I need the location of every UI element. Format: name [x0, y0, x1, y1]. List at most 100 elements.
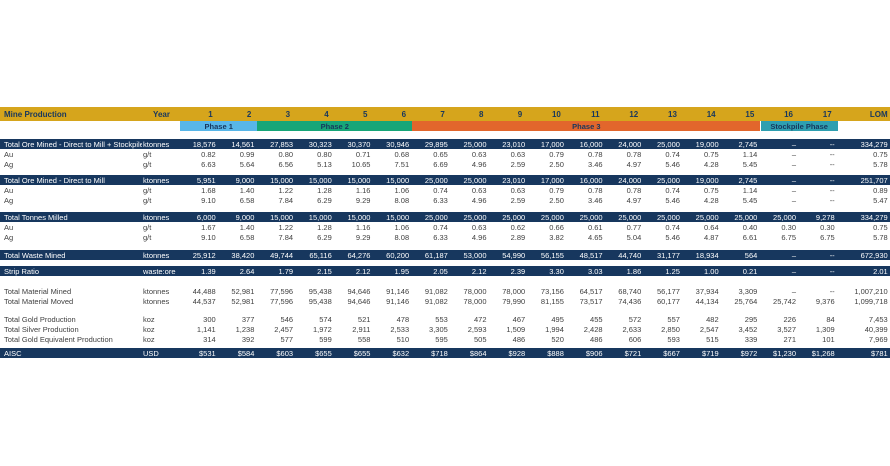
cell-value[interactable]: 1.95 [394, 266, 410, 276]
cell-value[interactable]: 25,000 [540, 212, 564, 222]
cell-value[interactable]: – [791, 159, 796, 169]
cell-value[interactable]: -- [829, 149, 835, 159]
cell-value[interactable]: 5,951 [196, 175, 216, 185]
cell-value[interactable]: 577 [280, 334, 294, 344]
cell-value[interactable]: 25,000 [618, 212, 642, 222]
cell-value[interactable]: $972 [740, 348, 758, 358]
cell-value[interactable]: – [791, 185, 796, 195]
row-unit[interactable]: ktonnes [143, 296, 170, 306]
cell-value[interactable]: 0.66 [549, 222, 564, 232]
cell-value[interactable]: 54,990 [502, 250, 526, 260]
cell-lom-value[interactable]: 0.75 [873, 222, 888, 232]
cell-value[interactable]: 1.22 [278, 222, 294, 232]
row-unit[interactable]: koz [143, 324, 155, 334]
cell-value[interactable]: 3,452 [738, 324, 758, 334]
cell-value[interactable]: 1.28 [317, 185, 332, 195]
cell-value[interactable]: 9.29 [355, 195, 371, 205]
cell-value[interactable]: 10.65 [351, 159, 371, 169]
cell-lom-value[interactable]: 672,930 [860, 250, 888, 260]
cell-value[interactable]: 8.08 [394, 232, 410, 242]
cell-value[interactable]: 16,000 [579, 139, 603, 149]
cell-value[interactable]: 25,000 [463, 212, 487, 222]
cell-value[interactable]: 4.96 [471, 195, 487, 205]
cell-value[interactable]: 1.00 [704, 266, 719, 276]
cell-value[interactable]: 17,000 [540, 175, 564, 185]
cell-value[interactable]: $719 [701, 348, 719, 358]
cell-value[interactable]: 1.06 [394, 185, 410, 195]
cell-value[interactable]: 2,457 [274, 324, 294, 334]
cell-value[interactable]: 94,646 [347, 286, 371, 296]
row-unit[interactable]: g/t [143, 159, 152, 169]
cell-value[interactable]: 77,596 [270, 296, 294, 306]
cell-value[interactable]: 77,596 [270, 286, 294, 296]
cell-value[interactable]: 2,633 [622, 324, 642, 334]
cell-value[interactable]: 6.33 [433, 232, 448, 242]
cell-value[interactable]: -- [829, 185, 835, 195]
cell-value[interactable]: 2.15 [317, 266, 332, 276]
cell-value[interactable]: $655 [315, 348, 332, 358]
cell-value[interactable]: 9,000 [235, 212, 255, 222]
cell-value[interactable]: $531 [199, 348, 216, 358]
cell-value[interactable]: 2,533 [390, 324, 410, 334]
cell-value[interactable]: 4.97 [626, 195, 642, 205]
cell-value[interactable]: $1,268 [811, 348, 835, 358]
cell-value[interactable]: 0.78 [587, 149, 603, 159]
cell-value[interactable]: $603 [276, 348, 294, 358]
cell-value[interactable]: 0.63 [510, 185, 526, 195]
cell-value[interactable]: 15,000 [347, 175, 371, 185]
cell-value[interactable]: 1.39 [201, 266, 216, 276]
cell-value[interactable]: 2.50 [549, 159, 564, 169]
cell-value[interactable]: 5.45 [742, 159, 758, 169]
row-unit[interactable]: koz [143, 314, 155, 324]
cell-value[interactable]: 25,000 [656, 175, 680, 185]
cell-value[interactable]: 2.05 [433, 266, 448, 276]
row-label[interactable]: Total Ore Mined - Direct to Mill [4, 175, 105, 185]
cell-value[interactable]: 558 [357, 334, 371, 344]
cell-value[interactable]: 3.30 [549, 266, 564, 276]
cell-value[interactable]: 6.69 [433, 159, 448, 169]
cell-value[interactable]: 15,000 [386, 175, 410, 185]
cell-value[interactable]: 2,593 [467, 324, 487, 334]
cell-value[interactable]: 0.63 [471, 222, 487, 232]
cell-value[interactable]: 3,305 [429, 324, 448, 334]
cell-value[interactable]: 271 [783, 334, 796, 344]
year-header-cell[interactable]: 8 [479, 109, 484, 119]
cell-value[interactable]: 7.51 [394, 159, 410, 169]
cell-value[interactable]: 68,740 [618, 286, 642, 296]
cell-value[interactable]: 53,000 [463, 250, 487, 260]
cell-value[interactable]: $721 [624, 348, 642, 358]
cell-value[interactable]: 94,646 [347, 296, 371, 306]
cell-value[interactable]: 5.45 [742, 195, 758, 205]
year-header-cell[interactable]: 15 [745, 109, 755, 119]
cell-value[interactable]: 15,000 [270, 175, 294, 185]
cell-value[interactable]: 0.79 [549, 149, 564, 159]
cell-value[interactable]: 101 [822, 334, 835, 344]
cell-value[interactable]: 557 [667, 314, 680, 324]
year-header-cell[interactable]: 10 [551, 109, 561, 119]
cell-value[interactable]: 25,000 [695, 212, 719, 222]
cell-value[interactable]: 0.62 [510, 222, 526, 232]
cell-value[interactable]: 19,000 [695, 175, 719, 185]
cell-value[interactable]: -- [829, 139, 835, 149]
cell-value[interactable]: 9,278 [815, 212, 835, 222]
cell-value[interactable]: 56,155 [540, 250, 564, 260]
cell-value[interactable]: 0.74 [665, 149, 680, 159]
year-header-cell[interactable]: 6 [401, 109, 407, 119]
cell-value[interactable]: 44,740 [618, 250, 642, 260]
cell-value[interactable]: 295 [744, 314, 758, 324]
cell-value[interactable]: 18,934 [695, 250, 719, 260]
year-header-cell[interactable]: 1 [208, 109, 213, 119]
cell-value[interactable]: 0.80 [278, 149, 294, 159]
cell-value[interactable]: – [791, 286, 796, 296]
row-label[interactable]: Ag [4, 159, 14, 169]
cell-value[interactable]: 546 [280, 314, 294, 324]
cell-value[interactable]: 6.58 [239, 195, 255, 205]
cell-lom-value[interactable]: 334,279 [860, 212, 888, 222]
row-label[interactable]: Au [4, 185, 14, 195]
cell-lom-value[interactable]: 1,099,718 [854, 296, 888, 306]
row-unit[interactable]: g/t [143, 222, 152, 232]
cell-value[interactable]: 0.74 [665, 185, 680, 195]
cell-value[interactable]: 91,082 [424, 286, 448, 296]
cell-value[interactable]: 0.71 [355, 149, 371, 159]
cell-value[interactable]: 4.97 [626, 159, 642, 169]
